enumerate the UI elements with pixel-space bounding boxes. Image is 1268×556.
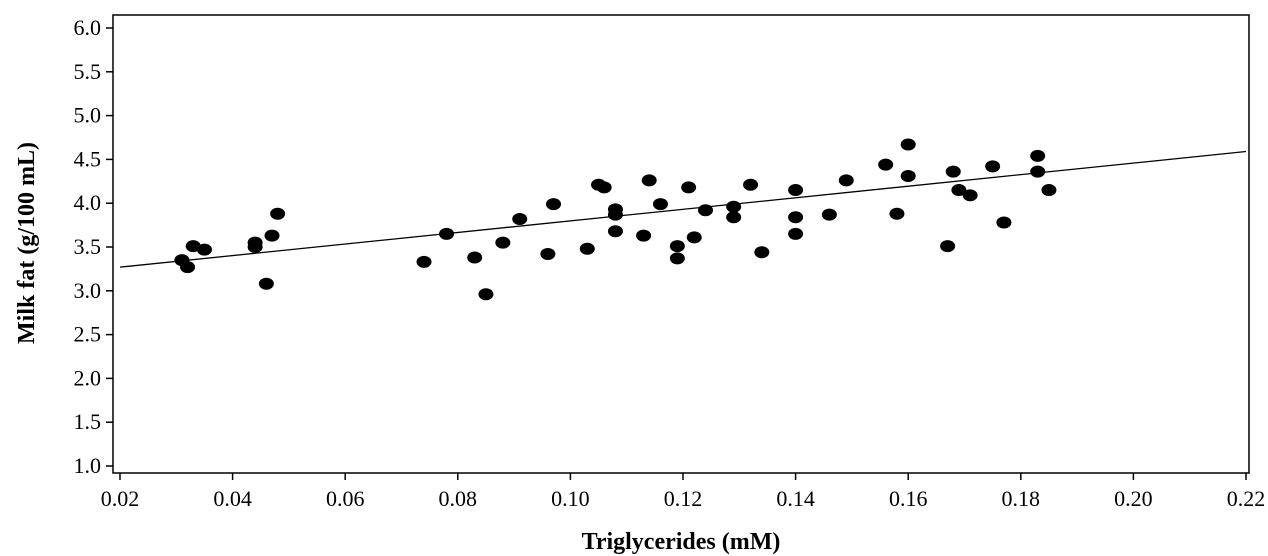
x-tick-label: 0.18 xyxy=(1002,486,1041,511)
y-tick-label: 2.0 xyxy=(74,365,102,390)
data-point xyxy=(258,277,274,290)
x-tick-label: 0.08 xyxy=(439,486,478,511)
x-tick-label: 0.22 xyxy=(1227,486,1266,511)
x-tick-label: 0.06 xyxy=(326,486,365,511)
x-axis-title: Triglycerides (mM) xyxy=(582,529,781,555)
data-point xyxy=(962,189,978,202)
data-point xyxy=(889,207,905,220)
data-point xyxy=(669,252,685,265)
x-tick-label: 0.02 xyxy=(101,486,140,511)
data-point xyxy=(540,248,556,261)
y-tick-label: 3.0 xyxy=(74,278,102,303)
data-point xyxy=(636,229,652,242)
data-point xyxy=(478,288,494,301)
x-tick-label: 0.10 xyxy=(551,486,590,511)
data-point xyxy=(754,246,770,259)
y-axis-title: Milk fat (g/100 mL) xyxy=(14,142,40,344)
data-point xyxy=(264,229,280,242)
data-point xyxy=(641,174,657,187)
x-tick-label: 0.12 xyxy=(664,486,703,511)
data-point xyxy=(270,207,286,220)
data-point xyxy=(788,184,804,197)
data-point xyxy=(1030,149,1046,162)
data-point xyxy=(1041,184,1057,197)
data-point xyxy=(900,170,916,183)
data-point xyxy=(596,181,612,194)
data-point xyxy=(985,160,1001,173)
data-point xyxy=(495,236,511,249)
data-point xyxy=(607,225,623,238)
y-tick-label: 5.0 xyxy=(74,103,102,128)
data-point xyxy=(546,198,562,211)
y-tick-label: 1.5 xyxy=(74,409,102,434)
data-point xyxy=(940,240,956,253)
data-point xyxy=(512,212,528,225)
data-point xyxy=(185,240,201,253)
data-point xyxy=(416,255,432,268)
data-point xyxy=(686,231,702,244)
x-tick-label: 0.20 xyxy=(1114,486,1153,511)
data-point xyxy=(726,211,742,224)
data-point xyxy=(951,184,967,197)
data-point xyxy=(945,165,961,178)
data-point xyxy=(1030,165,1046,178)
data-point xyxy=(607,208,623,221)
x-tick-label: 0.04 xyxy=(213,486,252,511)
data-point xyxy=(247,241,263,253)
data-point xyxy=(669,240,685,253)
data-point xyxy=(821,208,837,221)
x-tick-label: 0.14 xyxy=(776,486,815,511)
y-tick-label: 2.5 xyxy=(74,322,102,347)
x-axis: 0.02 0.04 0.06 0.08 0.10 0.12 0.14 0.16 0.18 0.20… xyxy=(101,473,1266,511)
data-point xyxy=(838,174,854,187)
data-point xyxy=(878,158,894,171)
data-point xyxy=(467,251,483,264)
data-point xyxy=(579,242,595,255)
data-point xyxy=(196,243,212,256)
data-point xyxy=(652,198,668,211)
y-tick-label: 4.5 xyxy=(74,146,102,171)
data-point xyxy=(788,211,804,224)
data-points xyxy=(174,138,1057,301)
data-point xyxy=(788,227,804,240)
data-point xyxy=(996,216,1012,229)
y-tick-label: 6.0 xyxy=(74,15,102,40)
y-tick-label: 4.0 xyxy=(74,190,102,215)
data-point xyxy=(180,261,196,274)
data-point xyxy=(743,178,759,191)
data-point xyxy=(681,181,697,194)
regression-line xyxy=(119,150,1247,268)
plot-frame xyxy=(112,14,1250,474)
data-point xyxy=(900,138,916,151)
y-tick-label: 3.5 xyxy=(74,234,102,259)
y-tick-label: 1.0 xyxy=(74,453,102,478)
y-axis: 1.0 1.5 2.0 2.5 3.0 3.5 4.0 4.5 5.0 5.5 6.0 xyxy=(74,15,113,478)
data-point xyxy=(726,200,742,213)
y-tick-label: 5.5 xyxy=(74,59,102,84)
x-tick-label: 0.16 xyxy=(889,486,928,511)
